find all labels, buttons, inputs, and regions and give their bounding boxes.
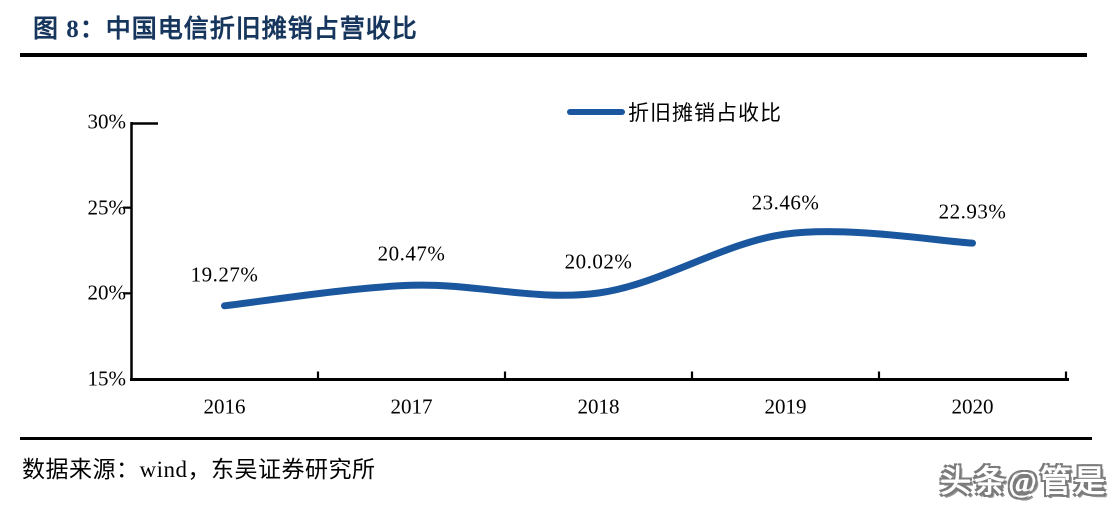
figure-title: 图 8：中国电信折旧摊销占营收比: [33, 16, 418, 43]
x-axis-tick-label: 2018: [577, 394, 620, 419]
data-point-label: 20.47%: [377, 241, 446, 266]
y-axis-tick-label: 30%: [87, 109, 127, 134]
series-line-depreciation-ratio: [221, 228, 976, 310]
data-source-text: 数据来源：wind，东吴证券研究所: [22, 457, 376, 482]
legend-label: 折旧摊销占收比: [628, 101, 782, 125]
data-point-label: 23.46%: [751, 190, 820, 215]
title-divider-rule: [20, 53, 1087, 57]
chart-legend: 折旧摊销占收比: [567, 100, 782, 125]
y-axis-tick-label: 25%: [87, 195, 127, 220]
data-point-label: 19.27%: [190, 262, 259, 287]
x-axis-tick-label: 2020: [951, 394, 994, 419]
y-axis-tick-label: 15%: [87, 366, 127, 391]
watermark-text: 头条@管是: [940, 464, 1108, 499]
x-axis-tick-label: 2016: [203, 394, 246, 419]
source-divider-rule: [20, 437, 1092, 440]
legend-line-swatch: [567, 109, 625, 115]
data-point-label: 20.02%: [564, 249, 633, 274]
data-point-label: 22.93%: [938, 199, 1007, 224]
y-axis-tick-label: 20%: [87, 280, 127, 305]
x-axis-tick-label: 2017: [390, 394, 433, 419]
x-axis-tick-label: 2019: [764, 394, 807, 419]
